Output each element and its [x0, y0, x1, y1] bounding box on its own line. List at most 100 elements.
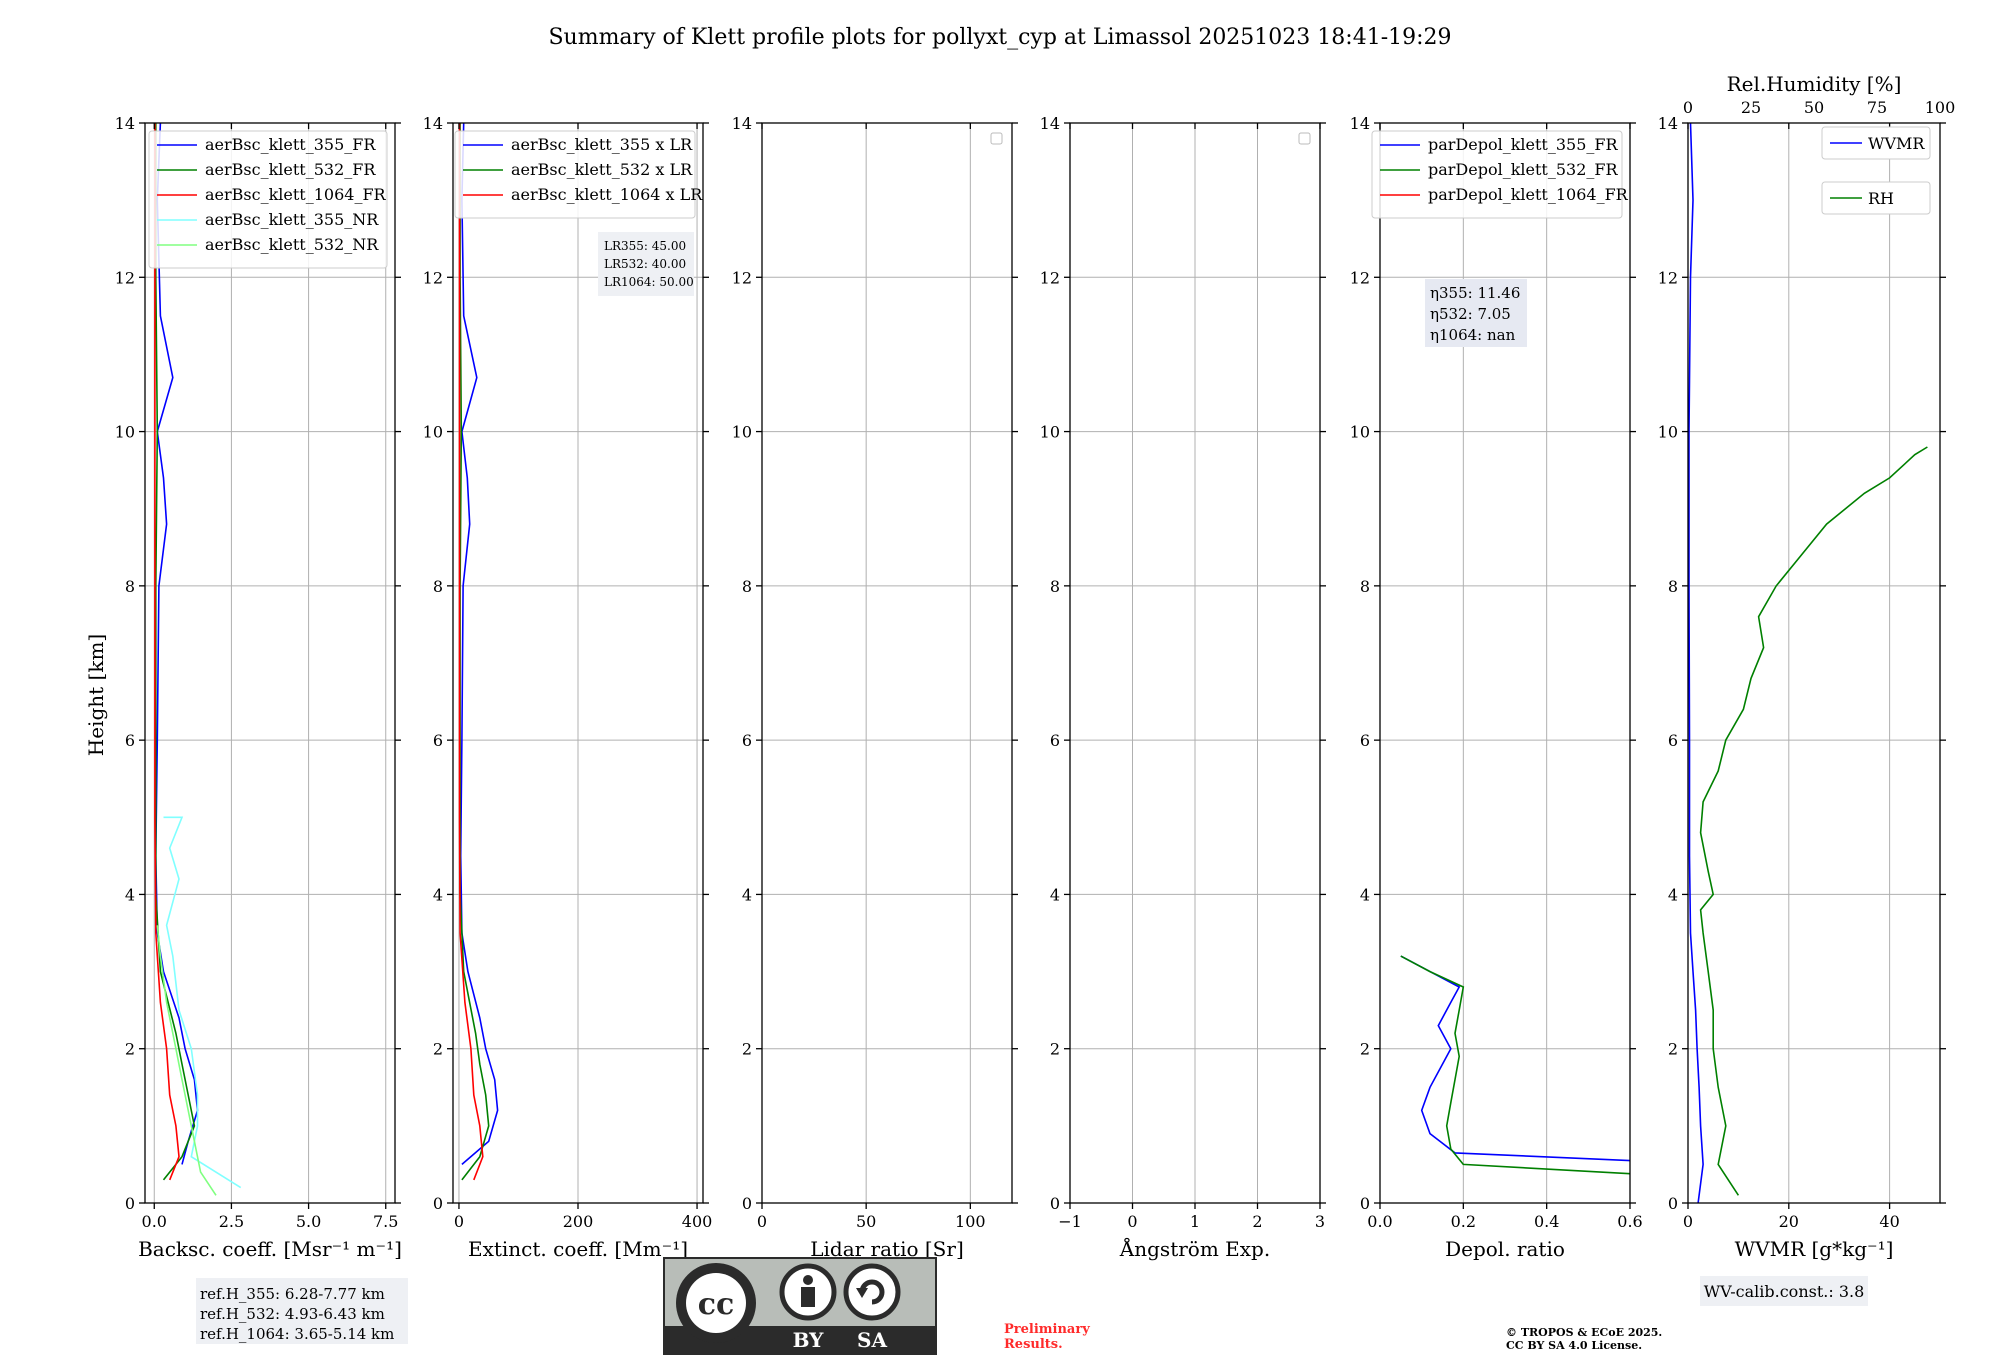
y-tick-label: 8	[1668, 577, 1678, 596]
y-tick-label: 12	[1350, 268, 1370, 287]
ref-height-box-bg	[196, 1278, 408, 1344]
y-tick-label: 4	[125, 885, 135, 904]
lr-info-box	[598, 232, 694, 296]
ref-height-box: ref.H_355: 6.28-7.77 km ref.H_532: 4.93-…	[196, 1278, 408, 1344]
y-tick-label: 0	[433, 1194, 443, 1213]
y-tick-label: 8	[1050, 577, 1060, 596]
x-axis-label: Ångström Exp.	[1119, 1236, 1270, 1261]
badge-sa-text: SA	[857, 1328, 887, 1352]
series-line-WVMR	[1688, 122, 1704, 1204]
figure-title: Summary of Klett profile plots for polly…	[548, 25, 1451, 50]
x-axis-label: WVMR [g*kg⁻¹]	[1735, 1237, 1894, 1261]
y-tick-label: 4	[1050, 885, 1060, 904]
legend-label: aerBsc_klett_355 x LR	[511, 135, 693, 154]
legend-label: parDepol_klett_532_FR	[1428, 160, 1619, 179]
sa-arrowhead	[856, 1288, 868, 1298]
series-line-aerBsc_klett_532_FR	[155, 123, 196, 1181]
panel-5: 0.0 0.2 0.4 0.6 0 2 4 6 8 10 12 14 Depol. ratio parDe…	[1350, 114, 1643, 1261]
x-tick-label: 20	[1779, 1212, 1799, 1231]
lr-info-line: LR532: 40.00	[604, 257, 686, 271]
legend-label: RH	[1868, 189, 1894, 208]
series-line-aerBsc_klett_355 x LR	[459, 122, 499, 1166]
y-tick-label: 4	[1668, 885, 1678, 904]
y-tick-label: 10	[1040, 423, 1060, 442]
y-tick-label: 10	[423, 423, 443, 442]
panel-1: 0.0 2.5 5.0 7.5 0 2 4 6 8 10 12 14 Backsc. coeff. [M…	[115, 114, 402, 1261]
y-tick-label: 0	[1360, 1194, 1370, 1213]
legend-label: WVMR	[1868, 134, 1925, 153]
y-tick-label: 10	[1350, 423, 1370, 442]
x-tick-label: −1	[1058, 1212, 1082, 1231]
x-tick-label: 0.6	[1617, 1212, 1642, 1231]
empty-legend-box	[1298, 132, 1311, 145]
legend-box	[1821, 126, 1931, 160]
lr-info-line: LR355: 45.00	[604, 239, 686, 253]
series-line-aerBsc_klett_532 x LR	[459, 123, 490, 1181]
y-tick-label: 2	[433, 1040, 443, 1059]
eta-info-line: η532: 7.05	[1430, 305, 1511, 323]
badge-by-text: BY	[793, 1328, 825, 1352]
y-tick-label: 14	[1040, 114, 1060, 133]
cc-circle-inner	[686, 1273, 746, 1333]
y-tick-label: 10	[1658, 423, 1678, 442]
y-tick-label: 6	[742, 731, 752, 750]
y-tick-label: 8	[742, 577, 752, 596]
legend-label: aerBsc_klett_355_FR	[205, 135, 376, 154]
secondary-x-tick-label: 0	[1683, 98, 1693, 117]
x-tick-label: 2.5	[219, 1212, 244, 1231]
y-tick-label: 2	[1360, 1040, 1370, 1059]
y-tick-label: 14	[423, 114, 443, 133]
x-tick-label: 50	[856, 1212, 876, 1231]
secondary-x-tick-label: 50	[1804, 98, 1824, 117]
y-tick-label: 4	[742, 885, 752, 904]
lr-info-line: LR1064: 50.00	[604, 275, 694, 289]
y-tick-label: 2	[1668, 1040, 1678, 1059]
y-tick-label: 6	[433, 731, 443, 750]
legend-box	[1371, 130, 1623, 219]
x-tick-label: 0	[1683, 1212, 1693, 1231]
legend-label: aerBsc_klett_1064 x LR	[511, 185, 703, 204]
x-tick-label: 200	[563, 1212, 594, 1231]
y-tick-label: 12	[1040, 268, 1060, 287]
y-tick-label: 10	[732, 423, 752, 442]
copyright-line-1: © TROPOS & ECoE 2025.	[1506, 1326, 1662, 1339]
y-tick-label: 6	[1050, 731, 1060, 750]
legend-label: aerBsc_klett_532_FR	[205, 160, 376, 179]
y-tick-label: 12	[732, 268, 752, 287]
axes-frame	[144, 122, 396, 1204]
y-tick-label: 6	[1668, 731, 1678, 750]
x-tick-label: 0.2	[1451, 1212, 1476, 1231]
x-tick-label: 7.5	[373, 1212, 398, 1231]
series-line-aerBsc_klett_355_NR	[163, 816, 242, 1189]
y-tick-label: 8	[1360, 577, 1370, 596]
y-tick-label: 4	[1360, 885, 1370, 904]
eta-info-line: η1064: nan	[1430, 326, 1516, 344]
y-tick-label: 6	[1360, 731, 1370, 750]
x-tick-label: 5.0	[296, 1212, 321, 1231]
copyright-line-2: CC BY SA 4.0 License.	[1506, 1339, 1642, 1352]
x-tick-label: 100	[955, 1212, 986, 1231]
y-tick-label: 8	[125, 577, 135, 596]
series-line-parDepol_klett_355_FR	[1400, 955, 1631, 1162]
x-tick-label: 2	[1252, 1212, 1262, 1231]
x-axis-label: Backsc. coeff. [Msr⁻¹ m⁻¹]	[138, 1237, 402, 1261]
legend-label: parDepol_klett_355_FR	[1428, 135, 1619, 154]
axes-frame	[1687, 122, 1941, 1204]
y-tick-label: 6	[125, 731, 135, 750]
series-line-aerBsc_klett_532_NR	[156, 925, 217, 1196]
secondary-x-tick-label: 75	[1867, 98, 1887, 117]
y-tick-label: 2	[125, 1040, 135, 1059]
series-line-aerBsc_klett_1064_FR	[154, 123, 180, 1181]
secondary-axis-label: Rel.Humidity [%]	[1727, 72, 1902, 96]
ref-height-355: ref.H_355: 6.28-7.77 km	[200, 1285, 385, 1303]
x-axis-label: Extinct. coeff. [Mm⁻¹]	[468, 1237, 688, 1261]
sa-icon	[843, 1263, 901, 1321]
x-tick-label: 3	[1315, 1212, 1325, 1231]
sa-arrow	[859, 1279, 885, 1305]
legend-label: aerBsc_klett_532 x LR	[511, 160, 693, 179]
wv-calib-text: WV-calib.const.: 3.8	[1704, 1282, 1865, 1301]
x-tick-label: 1	[1190, 1212, 1200, 1231]
